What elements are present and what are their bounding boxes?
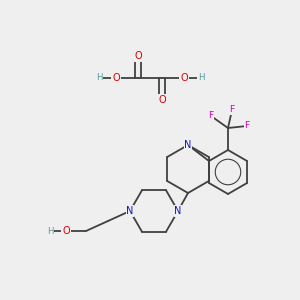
Text: H: H	[96, 74, 102, 82]
Text: H: H	[47, 226, 53, 236]
Text: N: N	[126, 206, 134, 216]
Text: O: O	[180, 73, 188, 83]
Text: F: F	[244, 122, 250, 130]
Text: N: N	[174, 206, 182, 216]
Text: O: O	[158, 95, 166, 105]
Text: H: H	[198, 74, 204, 82]
Text: O: O	[134, 51, 142, 61]
Text: F: F	[230, 106, 235, 115]
Text: N: N	[184, 140, 192, 150]
Text: O: O	[112, 73, 120, 83]
Text: F: F	[208, 112, 214, 121]
Text: O: O	[62, 226, 70, 236]
